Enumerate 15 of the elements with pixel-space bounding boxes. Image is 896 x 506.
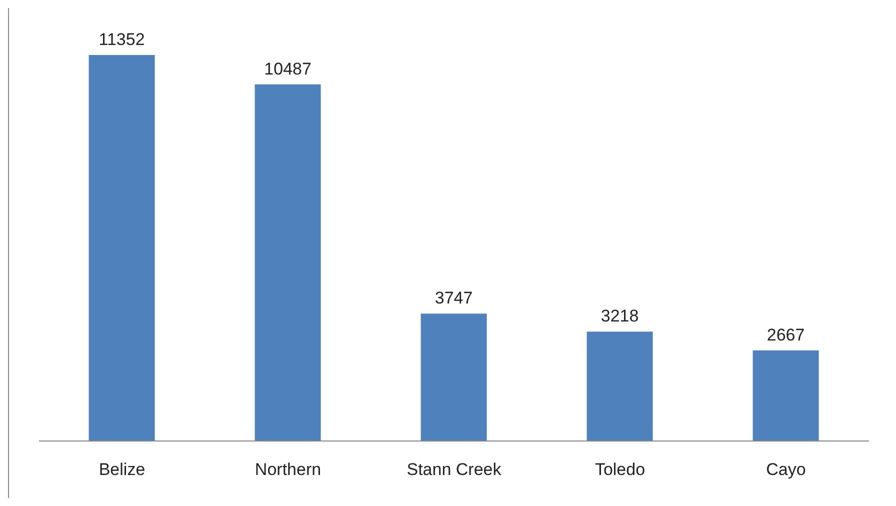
bar xyxy=(420,314,487,441)
x-tick-label: Northern xyxy=(254,460,322,480)
data-label: 2667 xyxy=(766,325,805,344)
data-label: 11352 xyxy=(98,30,145,49)
bar xyxy=(88,55,155,441)
x-tick-label: Belize xyxy=(98,460,146,480)
x-tick-label: Toledo xyxy=(594,460,646,480)
x-tick-label: Cayo xyxy=(766,460,806,480)
bar xyxy=(254,84,321,441)
data-label: 3747 xyxy=(434,288,473,308)
bar xyxy=(586,332,653,441)
x-tick-label: Stann Creek xyxy=(406,460,502,480)
data-label: 3218 xyxy=(600,306,639,326)
bar xyxy=(752,350,819,441)
data-label: 10487 xyxy=(264,59,312,78)
